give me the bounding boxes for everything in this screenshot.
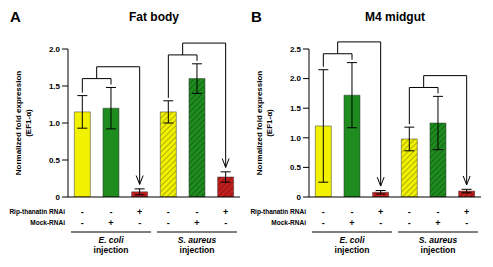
svg-text:Rip-thanatin RNAi: Rip-thanatin RNAi	[9, 208, 65, 216]
svg-text:injection: injection	[421, 245, 456, 255]
svg-text:0: 0	[297, 193, 302, 202]
svg-text:-: -	[351, 207, 354, 217]
svg-text:1.0: 1.0	[49, 119, 61, 128]
svg-text:injection: injection	[94, 245, 129, 255]
svg-text:-: -	[81, 218, 84, 228]
svg-text:0.5: 0.5	[290, 163, 302, 172]
svg-text:-: -	[167, 218, 170, 228]
svg-text:0: 0	[56, 193, 61, 202]
svg-text:-: -	[322, 207, 325, 217]
svg-text:1.5: 1.5	[49, 82, 61, 91]
svg-text:E. coli: E. coli	[98, 235, 124, 245]
svg-text:-: -	[408, 218, 411, 228]
svg-text:Mock-RNAi: Mock-RNAi	[30, 219, 65, 226]
svg-text:+: +	[194, 218, 199, 228]
svg-text:E. coli: E. coli	[339, 235, 365, 245]
html-text:M4 midgut: M4 midgut	[365, 10, 425, 24]
svg-text:+: +	[378, 207, 383, 217]
svg-text:1.5: 1.5	[290, 104, 302, 113]
svg-text:Mock-RNAi: Mock-RNAi	[271, 219, 306, 226]
svg-text:-: -	[379, 218, 382, 228]
svg-text:(EF1-α): (EF1-α)	[265, 109, 274, 137]
svg-text:+: +	[349, 218, 354, 228]
svg-text:-: -	[81, 207, 84, 217]
svg-text:-: -	[322, 218, 325, 228]
html-text:B: B	[251, 8, 262, 25]
svg-text:+: +	[108, 218, 113, 228]
svg-text:2.0: 2.0	[290, 74, 302, 83]
svg-text:+: +	[435, 218, 440, 228]
svg-text:-: -	[138, 218, 141, 228]
svg-text:-: -	[465, 218, 468, 228]
svg-text:injection: injection	[180, 245, 215, 255]
svg-text:+: +	[137, 207, 142, 217]
svg-text:2.5: 2.5	[290, 45, 302, 54]
svg-text:1.0: 1.0	[290, 134, 302, 143]
svg-text:-: -	[110, 207, 113, 217]
svg-text:-: -	[437, 207, 440, 217]
svg-text:injection: injection	[335, 245, 370, 255]
html-text:A: A	[10, 8, 21, 25]
svg-text:-: -	[224, 218, 227, 228]
svg-text:-: -	[196, 207, 199, 217]
svg-text:S. aureus: S. aureus	[178, 235, 217, 245]
svg-text:Rip-thanatin RNAi: Rip-thanatin RNAi	[250, 208, 306, 216]
svg-text:(EF1-α): (EF1-α)	[24, 109, 33, 137]
svg-text:0.5: 0.5	[49, 156, 61, 165]
svg-text:S. aureus: S. aureus	[419, 235, 458, 245]
svg-text:-: -	[408, 207, 411, 217]
svg-text:+: +	[223, 207, 228, 217]
svg-text:-: -	[167, 207, 170, 217]
svg-text:+: +	[464, 207, 469, 217]
svg-text:Normalized fold expression: Normalized fold expression	[255, 71, 264, 176]
svg-text:Normalized fold expression: Normalized fold expression	[14, 71, 23, 176]
svg-text:2.0: 2.0	[49, 45, 61, 54]
html-text:Fat body: Fat body	[129, 10, 179, 24]
